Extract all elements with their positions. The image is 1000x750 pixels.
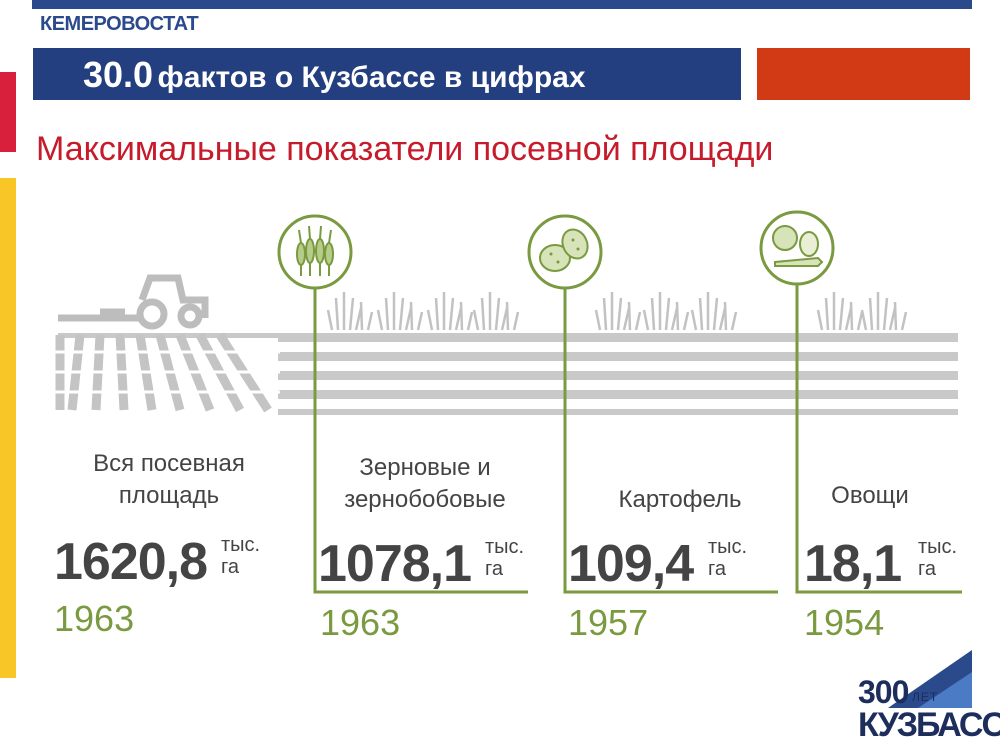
left-red-stripe	[0, 72, 16, 152]
value-vegetables: 18,1	[804, 535, 902, 593]
unit-line: га	[708, 558, 726, 580]
category-label-line: Вся посевная	[93, 450, 245, 477]
year-total: 1963	[54, 598, 135, 639]
category-label-potato: Картофель	[595, 484, 765, 516]
unit-line: тыс.	[221, 534, 261, 556]
category-label-line: зернобобовые	[344, 486, 506, 513]
category-label-total: Вся посевная площадь	[64, 448, 274, 512]
unit-grain: тыс. га	[485, 536, 524, 580]
grass-tufts	[326, 292, 908, 331]
top-bar	[32, 0, 972, 9]
logo-number: 300	[858, 674, 909, 710]
unit-line: га	[485, 558, 503, 580]
logo-small-text: ЛЕТ	[912, 690, 939, 704]
logo-mountain-icon	[888, 650, 972, 708]
value-total: 1620,8	[54, 533, 208, 591]
title-number: 30.0	[83, 54, 154, 95]
category-label-vegetables: Овощи	[805, 480, 935, 512]
unit-line: га	[221, 556, 239, 578]
vegetables-icon	[759, 210, 835, 286]
logo-name: КУЗБАСС	[858, 706, 1000, 744]
category-label-line: Зерновые и	[359, 454, 491, 481]
wheat-icon	[277, 214, 353, 290]
category-label-grain: Зерновые и зернобобовые	[320, 452, 530, 516]
value-potato: 109,4	[568, 535, 694, 593]
red-banner	[757, 48, 970, 100]
unit-line: тыс.	[485, 536, 525, 558]
tractor-icon	[58, 274, 209, 330]
page-subtitle: Максимальные показатели посевной площади	[36, 130, 774, 168]
value-grain: 1078,1	[318, 535, 472, 593]
year-grain: 1963	[320, 602, 401, 643]
unit-total: тыс. га	[221, 534, 260, 578]
potato-icon	[527, 214, 603, 290]
title-text: фактов о Кузбассе в цифрах	[157, 61, 586, 94]
unit-line: га	[918, 558, 936, 580]
unit-potato: тыс. га	[708, 536, 747, 580]
unit-line: тыс.	[708, 536, 748, 558]
unit-line: тыс.	[918, 536, 958, 558]
year-vegetables: 1954	[804, 602, 885, 643]
org-name: КЕМЕРОВОСТАТ	[40, 13, 199, 35]
unit-vegetables: тыс. га	[918, 536, 957, 580]
category-label-line: Картофель	[618, 486, 742, 513]
title-banner: 30.0 фактов о Кузбассе в цифрах	[33, 48, 741, 100]
category-label-line: Овощи	[831, 482, 909, 509]
year-potato: 1957	[568, 602, 649, 643]
left-yellow-stripe	[0, 178, 16, 678]
category-label-line: площадь	[118, 482, 220, 509]
